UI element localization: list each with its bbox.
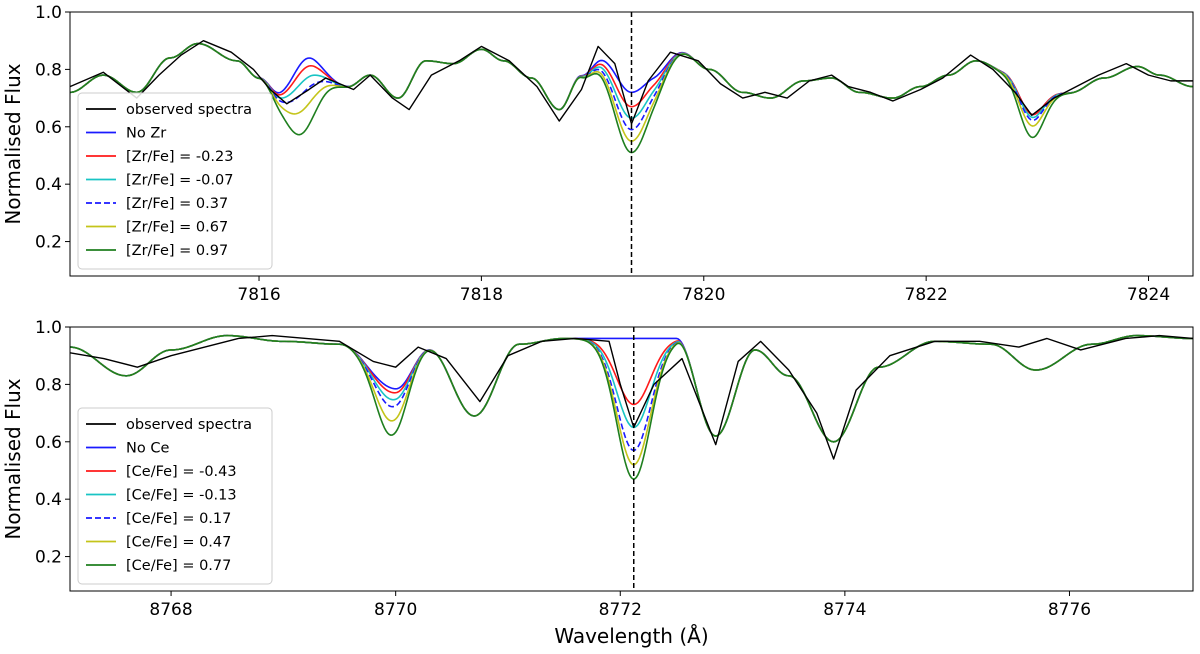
x-tick-label: 8768 bbox=[149, 600, 192, 620]
legend-label: [Ce/Fe] = -0.13 bbox=[126, 488, 237, 504]
legend-label: [Zr/Fe] = -0.23 bbox=[126, 149, 233, 165]
plot-frame bbox=[69, 11, 1194, 277]
x-tick-label: 7818 bbox=[460, 285, 503, 305]
legend-label: observed spectra bbox=[126, 417, 252, 433]
x-tick-label: 8774 bbox=[823, 600, 866, 620]
y-tick-label: 0.4 bbox=[35, 175, 62, 195]
legend-box bbox=[77, 92, 273, 270]
legend-label: No Ce bbox=[126, 441, 169, 457]
y-tick-label: 0.6 bbox=[35, 433, 62, 453]
y-axis-label: Normalised Flux bbox=[1, 378, 25, 539]
y-tick-label: 0.8 bbox=[35, 375, 62, 395]
legend-label: [Zr/Fe] = 0.67 bbox=[126, 220, 228, 236]
series-line-ce-fe-0-77 bbox=[70, 334, 1193, 480]
legend-label: [Ce/Fe] = 0.77 bbox=[126, 558, 231, 574]
legend-box bbox=[77, 407, 273, 585]
y-tick-label: 0.8 bbox=[35, 60, 62, 80]
x-tick-label: 7816 bbox=[237, 285, 280, 305]
legend-label: No Zr bbox=[126, 126, 166, 142]
x-tick-label: 7822 bbox=[905, 285, 948, 305]
y-tick-label: 0.6 bbox=[35, 118, 62, 138]
plot-frame bbox=[69, 326, 1194, 592]
y-tick-label: 1.0 bbox=[35, 318, 62, 338]
series-group bbox=[70, 334, 1193, 480]
cerium-panel: 8768 8770 8772 8774 8776 0.2 0.4 0.6 0.8 1.0 Norma… bbox=[1, 318, 1194, 648]
legend-label: [Zr/Fe] = -0.07 bbox=[126, 173, 233, 189]
legend-label: [Zr/Fe] = 0.97 bbox=[126, 243, 228, 259]
legend-label: [Zr/Fe] = 0.37 bbox=[126, 196, 228, 212]
y-tick-label: 1.0 bbox=[35, 3, 62, 23]
x-tick-label: 8776 bbox=[1048, 600, 1091, 620]
x-axis-label: Wavelength (Å) bbox=[554, 624, 708, 648]
legend: observed spectra No Zr [Zr/Fe] = -0.23 [Zr/… bbox=[77, 92, 273, 270]
legend-label: [Ce/Fe] = 0.47 bbox=[126, 535, 231, 551]
legend-label: [Ce/Fe] = 0.17 bbox=[126, 511, 231, 527]
series-line-observed-spectra bbox=[70, 334, 1193, 460]
y-tick-label: 0.2 bbox=[35, 233, 62, 253]
x-tick-label: 8772 bbox=[599, 600, 642, 620]
series-line-observed-spectra bbox=[70, 40, 1193, 125]
legend: observed spectra No Ce [Ce/Fe] = -0.43 [Ce/… bbox=[77, 407, 273, 585]
x-tick-label: 7824 bbox=[1127, 285, 1170, 305]
legend-label: observed spectra bbox=[126, 102, 252, 118]
zirconium-panel: 7816 7818 7820 7822 7824 0.2 0.4 0.6 0.8 1.0 Norma… bbox=[1, 3, 1194, 305]
x-tick-label: 7820 bbox=[682, 285, 725, 305]
y-axis-label: Normalised Flux bbox=[1, 63, 25, 224]
legend-label: [Ce/Fe] = -0.43 bbox=[126, 464, 237, 480]
y-tick-label: 0.4 bbox=[35, 490, 62, 510]
x-tick-label: 8770 bbox=[374, 600, 417, 620]
y-tick-label: 0.2 bbox=[35, 548, 62, 568]
